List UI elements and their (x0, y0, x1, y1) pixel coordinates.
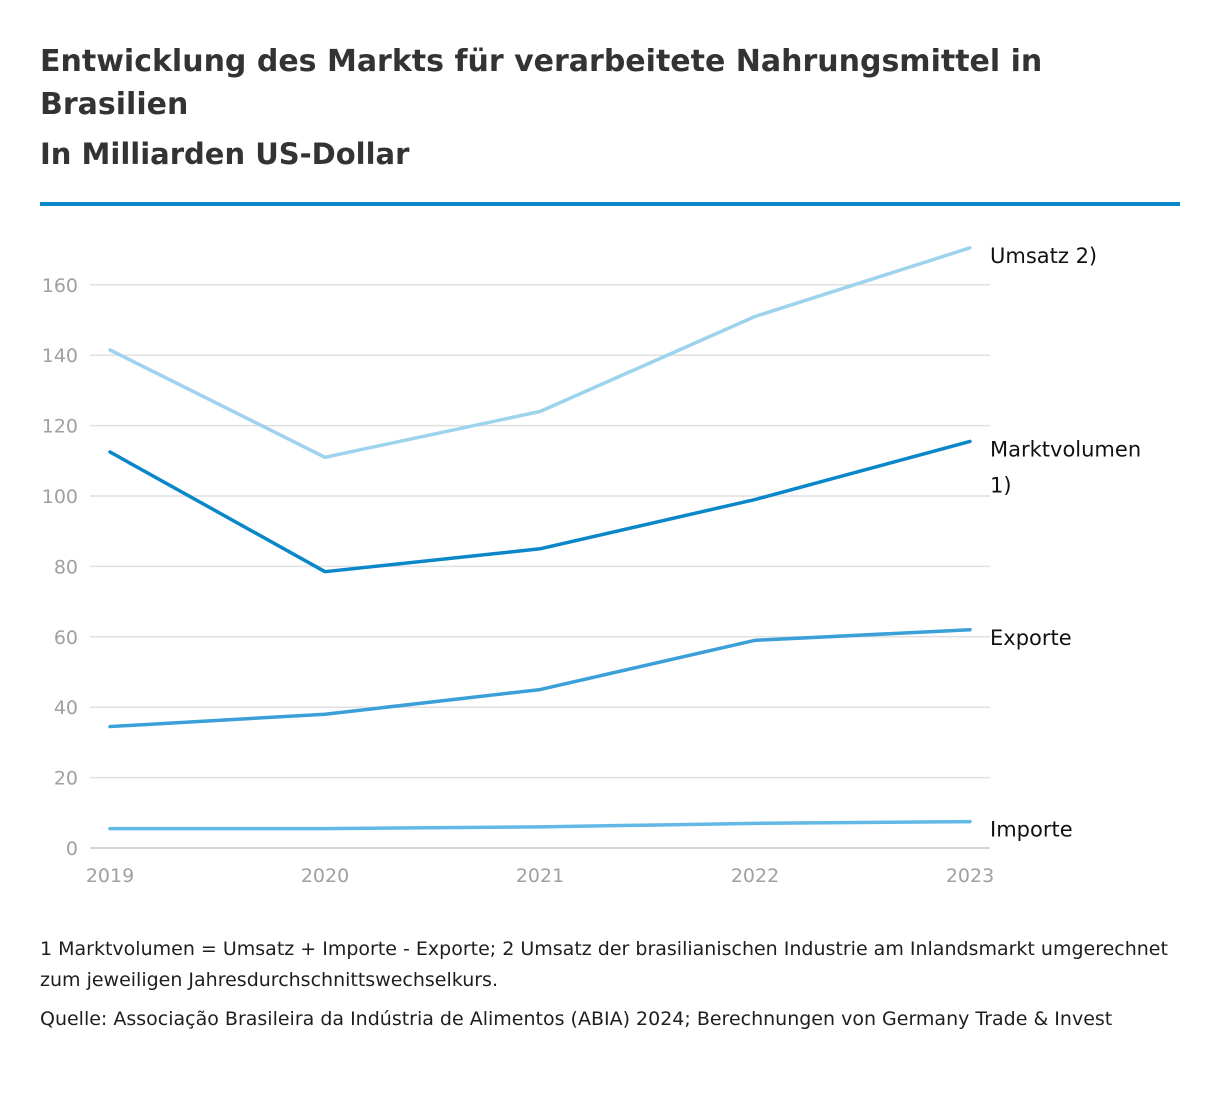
series-labels: Umsatz 2) Marktvolumen 1) Exporte Importe (990, 244, 1141, 842)
series-label: 1) (990, 473, 1012, 497)
series-label: Marktvolumen (990, 437, 1141, 461)
title-divider (40, 202, 1180, 206)
series-line (108, 246, 972, 460)
gridlines (90, 284, 990, 849)
source-text: Quelle: Associação Brasileira da Indústr… (40, 1008, 1113, 1030)
y-tick-label: 20 (54, 768, 78, 790)
series-lines (108, 246, 972, 831)
footnote-text: 1 Marktvolumen = Umsatz + Importe - Expo… (40, 938, 1168, 991)
y-tick-label: 0 (66, 838, 78, 860)
y-axis-ticks: 0 20 40 60 80 100 120 140 160 (42, 275, 78, 860)
series-line (108, 439, 972, 574)
series-label: Importe (990, 818, 1073, 842)
series-label: Umsatz 2) (990, 244, 1097, 268)
chart-subtitle: In Milliarden US-Dollar (40, 137, 410, 171)
y-tick-label: 120 (42, 416, 78, 438)
y-tick-label: 160 (42, 275, 78, 297)
x-tick-label: 2020 (301, 865, 349, 887)
y-tick-label: 60 (54, 627, 78, 649)
x-tick-label: 2019 (86, 865, 134, 887)
chart-title: Entwicklung des Markts für verarbeitete … (40, 44, 1043, 122)
x-tick-label: 2023 (946, 865, 994, 887)
series-line (108, 819, 972, 831)
y-tick-label: 140 (42, 345, 78, 367)
series-label: Exporte (990, 626, 1072, 650)
x-tick-label: 2022 (731, 865, 779, 887)
series-line (108, 628, 972, 729)
footnotes: 1 Marktvolumen = Umsatz + Importe - Expo… (40, 934, 1170, 1043)
y-tick-label: 100 (42, 486, 78, 508)
y-tick-label: 40 (54, 697, 78, 719)
x-axis-ticks: 2019 2020 2021 2022 2023 (86, 865, 994, 887)
y-tick-label: 80 (54, 556, 78, 578)
x-tick-label: 2021 (516, 865, 564, 887)
